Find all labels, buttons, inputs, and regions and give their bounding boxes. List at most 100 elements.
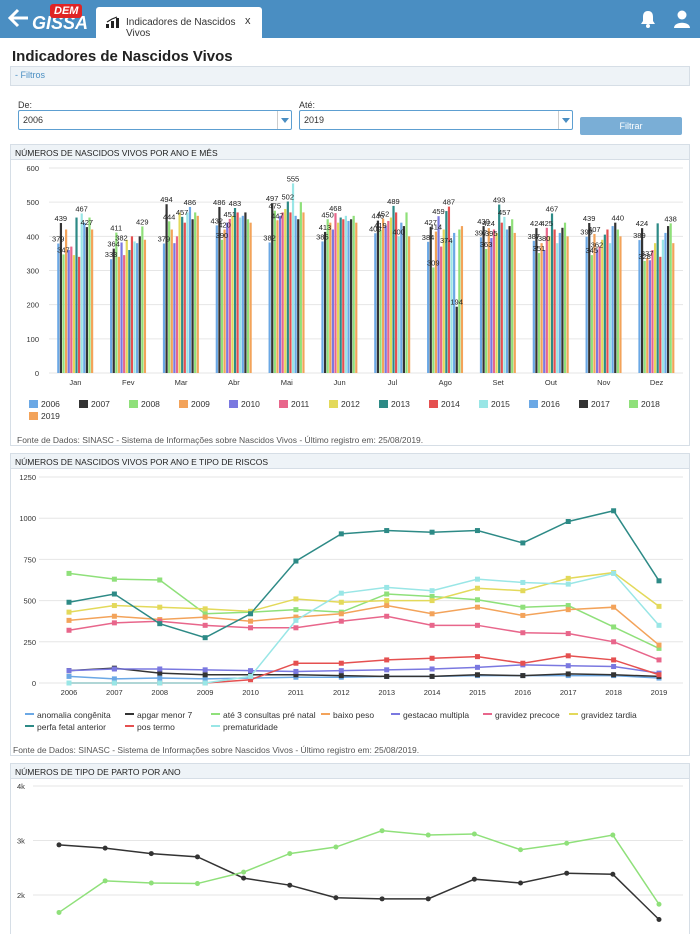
filter-button[interactable]: Filtrar [580,117,682,135]
legend-item[interactable]: apgar menor 7 [125,710,192,720]
legend-item[interactable]: 2018 [629,399,660,409]
legend-item[interactable]: 2013 [379,399,410,409]
legend-item[interactable]: 2017 [579,399,610,409]
legend-item[interactable]: pos termo [125,722,175,732]
legend-item[interactable]: 2008 [129,399,160,409]
legend-swatch [329,400,338,408]
data-point [338,668,344,674]
legend-item[interactable]: 2012 [329,399,360,409]
bar [505,229,509,373]
bar [117,256,121,373]
data-point [610,832,616,838]
x-tick-label: 2018 [605,688,622,697]
data-point [429,655,435,661]
data-point [611,639,617,645]
data-label: 430 [477,217,490,226]
data-label: 459 [432,207,445,216]
legend-item[interactable]: gravidez precoce [483,710,560,720]
series-line [68,509,660,639]
bar [78,256,81,373]
chevron-down-icon[interactable] [277,111,291,129]
data-point [565,581,571,587]
legend-item[interactable]: 2016 [529,399,560,409]
legend-item[interactable]: gravidez tardia [569,710,637,720]
bar [664,232,667,373]
bar [162,243,166,373]
data-label: 438 [664,214,677,223]
legend-item[interactable]: gestacao multipla [391,710,469,720]
bar [334,213,337,373]
bar [83,222,86,373]
legend-swatch [125,713,134,715]
chevron-down-icon[interactable] [558,111,572,129]
legend-item[interactable]: 2015 [479,399,510,409]
filters-toggle-label[interactable]: - Filtros [15,70,45,80]
bar [672,243,675,373]
bar [88,217,91,373]
legend-item[interactable]: baixo peso [321,710,374,720]
x-tick-label: 2012 [333,688,350,697]
tab-label: Indicadores de Nascidos Vivos [126,17,236,39]
legend-item[interactable]: 2011 [279,399,309,409]
data-point [565,631,571,637]
data-label: 337 [641,249,654,258]
de-select[interactable]: 2006 [18,110,292,130]
user-icon[interactable] [673,10,691,28]
legend-item[interactable]: 2019 [29,411,60,421]
data-point [66,673,72,679]
data-point [520,612,526,618]
bar [503,216,506,373]
bar [165,204,168,373]
data-point [157,621,163,627]
tab-indicadores[interactable]: Indicadores de Nascidos Vivos x [96,7,262,39]
data-point [202,611,208,617]
bar [492,229,496,373]
data-label: 374 [440,236,453,245]
legend-item[interactable]: prematuridade [211,722,278,732]
legend-label: 2014 [441,399,460,409]
bar [186,212,189,373]
bar [138,236,141,373]
y-tick-label: 300 [26,267,39,276]
x-tick-label: 2009 [197,688,214,697]
bell-icon[interactable] [639,10,657,28]
data-point [610,871,616,877]
legend-label: perfa fetal anterior [37,722,106,732]
data-label: 444 [163,212,176,221]
ate-label: Até: [299,100,316,110]
legend-item[interactable]: 2010 [229,399,260,409]
data-point [565,575,571,581]
data-label: 345 [585,246,598,255]
legend-swatch [125,725,134,727]
back-arrow-icon[interactable] [8,8,30,28]
legend-item[interactable]: 2006 [29,399,60,409]
legend-item[interactable]: anomalia congênita [25,710,111,720]
series-line [68,615,660,661]
legend-item[interactable]: 2007 [79,399,110,409]
tab-close-button[interactable]: x [245,15,251,27]
bar [427,241,430,373]
legend-item[interactable]: até 3 consultas pré natal [211,710,316,720]
bar [511,219,514,373]
y-tick-label: 3k [17,837,25,846]
bar [376,220,380,373]
legend-item[interactable]: perfa fetal anterior [25,722,106,732]
data-label: 397 [475,228,488,237]
data-label: 333 [105,250,118,259]
bar [65,229,68,373]
legend-label: anomalia congênita [37,710,111,720]
data-label: 364 [107,240,120,249]
legend-item[interactable]: 2009 [179,399,210,409]
panel-title: NÚMEROS DE NASCIDOS VIVOS POR ANO E TIPO… [11,454,689,469]
data-label: 425 [540,219,553,228]
x-tick-label: 2010 [242,688,259,697]
ate-select[interactable]: 2019 [299,110,573,130]
data-point [565,518,571,524]
legend-item[interactable]: 2014 [429,399,460,409]
filters-toggle[interactable]: - Filtros [10,66,690,86]
bar [233,207,237,373]
bar [342,219,345,373]
data-label: 446 [372,212,385,221]
data-point [611,657,617,663]
data-label: 382 [263,233,276,242]
